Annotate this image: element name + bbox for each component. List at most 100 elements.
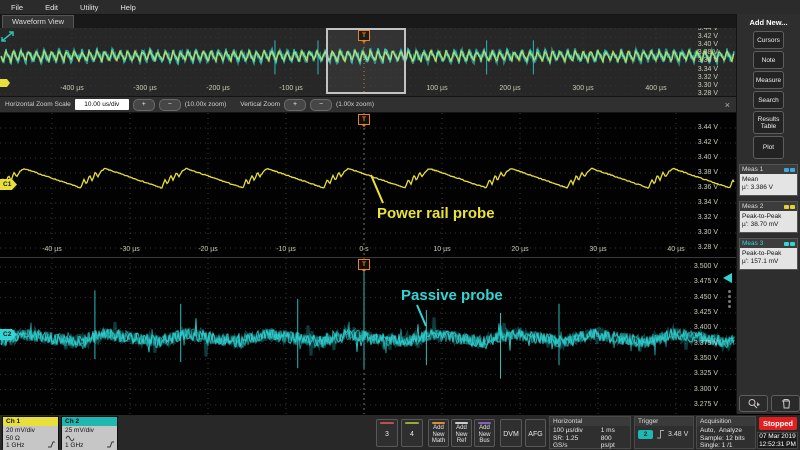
meas2-name: Meas 2 (742, 203, 764, 210)
sidebar-tool-buttons (739, 395, 800, 412)
measurement-badge-meas1[interactable]: Meas 1 Mean µ′: 3.386 V (739, 164, 798, 196)
add-new-title: Add New... (749, 18, 788, 27)
probe-icon (48, 441, 55, 448)
channel1-bandwidth: 1 GHz (6, 442, 25, 449)
v-zoom-increase-button[interactable]: + (284, 98, 307, 111)
meas3-name: Meas 3 (742, 240, 764, 247)
sine-wave-icon (65, 435, 75, 441)
overview-graticule[interactable]: T -400 µs -300 µs -200 µs -100 µs 100 µs 200 … (0, 28, 736, 97)
trigger-source-badge: 2 (638, 429, 653, 439)
channel3-button[interactable]: 3 (376, 419, 398, 447)
add-new-ref-button[interactable]: Add New Ref (451, 419, 472, 447)
h-zoom-factor-label: (10.00x zoom) (184, 101, 227, 108)
channel2-badge[interactable]: Ch 2 25 mV/div 1 GHz (61, 416, 118, 450)
channel1-scale: 20 mV/div (6, 427, 35, 434)
channel1-reference-marker[interactable]: C1 (0, 179, 17, 190)
run-stop-button[interactable]: Stopped (759, 417, 797, 430)
passive-probe-graticule[interactable]: T C2 Passive probe 3.500 V 3.475 V 3.450 V… (0, 257, 736, 415)
meas2-source-chip (784, 204, 789, 209)
dvm-button[interactable]: DVM (500, 419, 522, 447)
delete-tool-button[interactable] (771, 395, 800, 412)
trigger-level-arrow-icon[interactable] (718, 273, 732, 283)
acquisition-single: Single: 1 /1 (700, 442, 733, 449)
meas1-type: Mean (742, 176, 759, 183)
channel1-overview-marker[interactable] (0, 79, 10, 87)
horizontal-zoom-scale-label: Horizontal Zoom Scale (5, 101, 71, 108)
channel4-button[interactable]: 4 (401, 419, 423, 447)
meas3-source-chip (790, 241, 795, 246)
v-zoom-decrease-button[interactable]: − (310, 98, 333, 111)
acquisition-title: Acquisition (697, 417, 755, 426)
menu-utility[interactable]: Utility (80, 2, 99, 12)
channel2-reference-marker[interactable]: C2 (0, 329, 17, 340)
acquisition-sample: Sample: 12 bits (700, 434, 745, 442)
overview-resize-icon[interactable] (0, 30, 16, 43)
trigger-position-marker[interactable]: T (358, 30, 370, 43)
measurement-badge-meas3[interactable]: Meas 3 Peak-to-Peak µ′: 157.1 mV (739, 238, 798, 270)
channel2-scale: 25 mV/div (65, 427, 94, 434)
passive-probe-annotation[interactable]: Passive probe (401, 287, 503, 304)
results-table-button[interactable]: Results Table (753, 111, 784, 134)
plot-button[interactable]: Plot (753, 136, 784, 159)
power-rail-annotation[interactable]: Power rail probe (377, 205, 495, 222)
trigger-marker-zoom[interactable]: T (358, 114, 370, 127)
power-rail-waveform-svg (0, 113, 736, 257)
h-zoom-decrease-button[interactable]: − (158, 98, 181, 111)
search-button[interactable]: Search (753, 91, 784, 109)
cursors-button[interactable]: Cursors (753, 31, 784, 49)
trash-icon (781, 399, 790, 409)
horizontal-zoom-scale-value[interactable]: 10.00 us/div (74, 99, 129, 110)
tab-bar: Waveform View (0, 15, 800, 28)
tab-waveform-view[interactable]: Waveform View (2, 15, 75, 28)
h-zoom-increase-button[interactable]: + (132, 98, 155, 111)
vertical-zoom-label: Vertical Zoom (240, 101, 281, 108)
probe-icon (107, 441, 114, 448)
add-new-bus-button[interactable]: Add New Bus (474, 419, 495, 447)
channel1-termination: 50 Ω (6, 434, 20, 442)
meas1-source-chip (784, 167, 789, 172)
horizontal-title: Horizontal (550, 417, 630, 426)
menu-edit[interactable]: Edit (45, 2, 59, 12)
channel2-bandwidth: 1 GHz (65, 442, 84, 449)
horizontal-badge[interactable]: Horizontal 100 µs/div SR: 1.25 GS/s RL: … (549, 416, 631, 450)
acquisition-badge[interactable]: Acquisition Auto, Analyze Sample: 12 bit… (696, 416, 756, 449)
trigger-marker-passive[interactable]: T (358, 259, 370, 272)
zoom-tool-button[interactable] (739, 395, 768, 412)
meas1-name: Meas 1 (742, 166, 764, 173)
meas2-type: Peak-to-Peak (742, 213, 782, 220)
measure-button[interactable]: Measure (753, 71, 784, 89)
meas2-source-chip (790, 204, 795, 209)
horizontal-resolution: 800 ps/pt (600, 434, 615, 450)
trigger-level: 3.48 V (668, 430, 689, 438)
add-new-math-button[interactable]: Add New Math (428, 419, 449, 447)
meas3-value: µ′: 157.1 mV (742, 258, 779, 265)
meas1-source-chip (790, 167, 795, 172)
acquisition-analyze: Analyze (718, 427, 742, 434)
trigger-title: Trigger (635, 417, 693, 426)
close-zoom-icon[interactable]: × (724, 99, 730, 110)
note-button[interactable]: Note (753, 51, 784, 69)
horizontal-scale: 100 µs/div (553, 427, 583, 434)
menu-file[interactable]: File (11, 2, 24, 12)
menu-help[interactable]: Help (120, 2, 136, 12)
horizontal-duration: 1 ms (600, 427, 615, 434)
power-rail-graticule[interactable]: T C1 Power rail probe -40 µs -30 µs -20 µs… (0, 113, 736, 257)
panel-splitter-handle[interactable] (728, 290, 731, 308)
afg-button[interactable]: AFG (525, 419, 546, 447)
meas1-value: µ′: 3.386 V (742, 184, 773, 191)
time-label: 12:52:31 PM (759, 441, 796, 448)
measurement-badge-meas2[interactable]: Meas 2 Peak-to-Peak µ′: 38.70 mV (739, 201, 798, 233)
waveform-view-area: T -400 µs -300 µs -200 µs -100 µs 100 µs 200 … (0, 28, 736, 415)
zoom-scale-bar: Horizontal Zoom Scale 10.00 us/div + − (… (0, 96, 736, 113)
trigger-badge[interactable]: Trigger 2 3.48 V (634, 416, 694, 449)
meas3-source-chip (784, 241, 789, 246)
date-label: 07 Mar 2019 (759, 433, 796, 440)
menu-bar: File Edit Utility Help (0, 0, 800, 15)
passive-waveform-svg (0, 258, 736, 415)
add-new-button-grid: Cursors Note Measure Search Results Tabl… (739, 31, 798, 159)
datetime-display: 07 Mar 2019 12:52:31 PM (757, 432, 798, 449)
acquisition-mode: Auto, (700, 427, 716, 434)
channel1-label: Ch 1 (3, 417, 58, 426)
results-sidebar: Add New... Cursors Note Measure Search R… (736, 14, 800, 414)
channel1-badge[interactable]: Ch 1 20 mV/div 50 Ω 1 GHz (2, 416, 59, 450)
